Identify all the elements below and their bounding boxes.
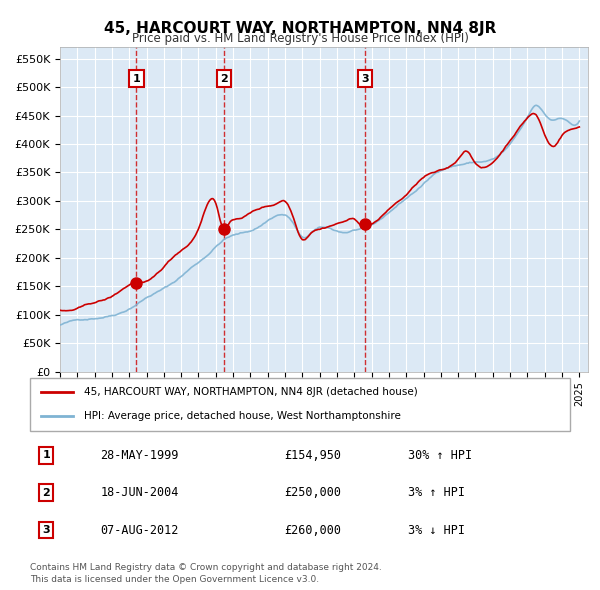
Text: 2: 2 — [220, 74, 227, 84]
Text: 3% ↓ HPI: 3% ↓ HPI — [408, 523, 465, 536]
Text: 30% ↑ HPI: 30% ↑ HPI — [408, 449, 472, 462]
Text: HPI: Average price, detached house, West Northamptonshire: HPI: Average price, detached house, West… — [84, 411, 401, 421]
FancyBboxPatch shape — [30, 378, 570, 431]
Text: 1: 1 — [43, 450, 50, 460]
Text: This data is licensed under the Open Government Licence v3.0.: This data is licensed under the Open Gov… — [30, 575, 319, 584]
Text: 18-JUN-2004: 18-JUN-2004 — [100, 486, 179, 499]
Text: £250,000: £250,000 — [284, 486, 341, 499]
Text: 28-MAY-1999: 28-MAY-1999 — [100, 449, 179, 462]
Text: 45, HARCOURT WAY, NORTHAMPTON, NN4 8JR: 45, HARCOURT WAY, NORTHAMPTON, NN4 8JR — [104, 21, 496, 35]
Text: 3% ↑ HPI: 3% ↑ HPI — [408, 486, 465, 499]
Text: 07-AUG-2012: 07-AUG-2012 — [100, 523, 179, 536]
Text: £154,950: £154,950 — [284, 449, 341, 462]
Text: Price paid vs. HM Land Registry's House Price Index (HPI): Price paid vs. HM Land Registry's House … — [131, 32, 469, 45]
Text: 3: 3 — [43, 525, 50, 535]
Text: 2: 2 — [43, 488, 50, 497]
Text: Contains HM Land Registry data © Crown copyright and database right 2024.: Contains HM Land Registry data © Crown c… — [30, 563, 382, 572]
Text: £260,000: £260,000 — [284, 523, 341, 536]
Text: 1: 1 — [133, 74, 140, 84]
Text: 3: 3 — [361, 74, 368, 84]
Text: 45, HARCOURT WAY, NORTHAMPTON, NN4 8JR (detached house): 45, HARCOURT WAY, NORTHAMPTON, NN4 8JR (… — [84, 388, 418, 398]
